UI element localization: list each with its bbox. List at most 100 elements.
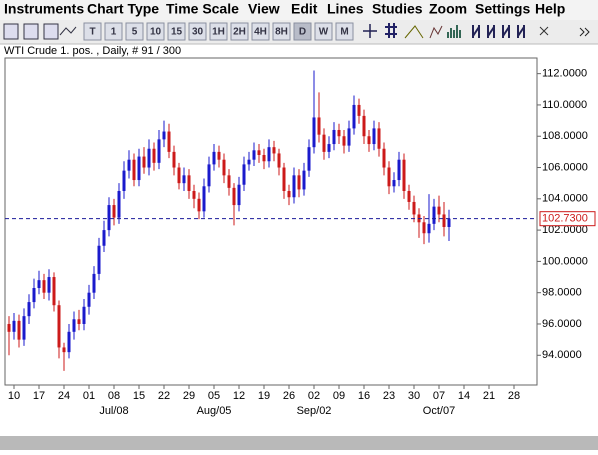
menu-item[interactable]: Settings [475,1,530,17]
x-tick-label: 05 [208,390,220,402]
candle-body [382,148,386,168]
candle-body [247,159,251,165]
toolbar-button[interactable] [230,22,249,41]
menu-item[interactable]: Lines [327,1,364,17]
x-tick-label: 19 [258,390,270,402]
candle-body [197,198,201,212]
candle-body [342,136,346,146]
x-tick-label: 26 [283,390,295,402]
candle-body [187,175,191,191]
menu-item[interactable]: View [248,1,280,17]
current-price-box [539,211,596,227]
toolbar-button[interactable] [272,22,291,41]
icon[interactable] [579,27,590,37]
candle-body [282,167,286,191]
menu-item[interactable]: Edit [291,1,318,17]
x-tick-label: 02 [308,390,320,402]
toolbar-button-label[interactable]: T [89,27,95,38]
toolbar-button[interactable] [251,22,270,41]
candle-body [52,277,56,306]
toolbar-button[interactable] [335,22,354,41]
toolbar-button[interactable] [188,22,207,41]
toolbar-button[interactable] [125,22,144,41]
y-tick-label: 104.0000 [542,193,588,205]
y-tick-label: 100.0000 [542,255,588,267]
menu-item[interactable]: Zoom [429,1,467,17]
menu-item[interactable]: Time Scale [166,1,239,17]
candle-body [172,151,176,168]
x-tick-label: 28 [508,390,520,402]
candle-body [77,319,81,324]
icon[interactable] [472,25,525,38]
toolbar-button-label[interactable]: 2H [233,27,246,38]
candle-body [332,129,336,145]
candle-body [292,175,296,198]
candle-body [97,245,101,274]
toolbar-button[interactable] [104,22,123,41]
icon[interactable] [3,23,19,40]
chart-title: WTI Crude 1. pos. , Daily, # 91 / 300 [4,45,181,57]
toolbar-button-label[interactable]: 1H [212,27,225,38]
candle-body [387,167,391,187]
icon[interactable] [385,23,397,38]
candle-body [202,186,206,212]
menu-item[interactable]: Instruments [4,1,84,17]
x-tick-label: 30 [408,390,420,402]
candle-body [257,150,261,156]
x-tick-label: 16 [358,390,370,402]
candle-body [157,139,161,163]
candle-body [177,167,181,184]
icon[interactable] [539,26,549,36]
candle-body [377,128,381,149]
icon[interactable] [23,23,39,40]
icon[interactable] [363,24,377,38]
toolbar-button[interactable] [293,22,312,41]
toolbar-button-label[interactable]: 1 [111,27,117,38]
toolbar-button-label[interactable]: 8H [275,27,288,38]
candle-body [432,206,436,224]
icon[interactable] [59,26,77,36]
icon[interactable] [447,25,461,38]
toolbar-button-label[interactable]: D [299,27,306,38]
toolbar-button-label[interactable]: 5 [132,27,138,38]
menu-item[interactable]: Chart Type [87,1,159,17]
candle-body [47,277,51,293]
candle-body [367,136,371,145]
candle-body [167,131,171,152]
menu-item[interactable]: Help [535,1,565,17]
candle-body [237,184,241,206]
candle-body [132,159,136,181]
candle-body [232,187,236,206]
toolbar-button[interactable] [209,22,228,41]
toolbar-button-label[interactable]: 30 [192,27,204,38]
candle-body [262,155,266,162]
toolbar-button[interactable] [167,22,186,41]
y-tick-label: 106.0000 [542,161,588,173]
candle-body [57,305,61,348]
month-label: Oct/07 [423,405,455,417]
candle-body [447,218,451,227]
candle-body [22,316,26,340]
month-label: Sep/02 [297,405,332,417]
candle-body [372,128,376,145]
candle-body [302,170,306,190]
x-tick-label: 01 [83,390,95,402]
toolbar-button-label[interactable]: W [319,27,329,38]
x-tick-label: 23 [383,390,395,402]
toolbar-button[interactable] [83,22,102,41]
candle-body [72,319,76,332]
toolbar-button-label[interactable]: M [340,27,348,38]
toolbar-button-label[interactable]: 15 [171,27,183,38]
candle-body [112,205,116,218]
icon[interactable] [429,25,443,39]
toolbar-button-label[interactable]: 4H [254,27,267,38]
toolbar-button-label[interactable]: 10 [150,27,162,38]
icon[interactable] [404,25,424,39]
x-tick-label: 29 [183,390,195,402]
toolbar-button[interactable] [146,22,165,41]
menu-item[interactable]: Studies [372,1,423,17]
icon[interactable] [43,23,59,40]
toolbar-button[interactable] [314,22,333,41]
x-tick-label: 15 [133,390,145,402]
